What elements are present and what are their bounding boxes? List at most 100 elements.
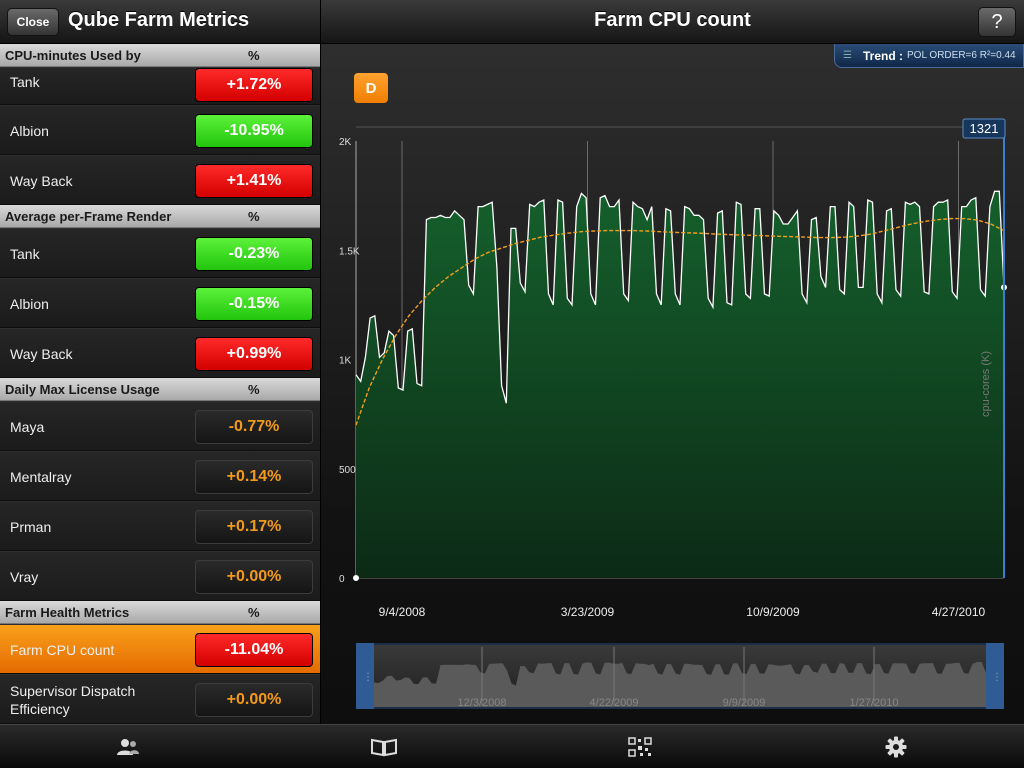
metric-change-badge: -10.95%: [195, 114, 313, 148]
navigator-tick-label: 4/22/2009: [590, 697, 639, 709]
section-title: Average per-Frame Render: [5, 209, 172, 224]
metric-label: Supervisor Dispatch Efficiency: [10, 683, 136, 717]
section-title: Farm Health Metrics: [5, 605, 130, 620]
metric-row-maya[interactable]: Maya -0.77%: [0, 401, 320, 451]
section-farm-health: Farm Health Metrics % Farm CPU count -11…: [0, 601, 320, 724]
metric-row-prman[interactable]: Prman +0.17%: [0, 501, 320, 551]
cursor-value-text: 1321: [970, 121, 999, 136]
metric-label: Farm CPU count: [10, 642, 115, 658]
chart-panel: ☰ Trend : POL ORDER=6 R²=0.44 0 500 1K 1.5K…: [321, 44, 1024, 724]
metric-label: Prman: [10, 519, 52, 535]
section-title: Daily Max License Usage: [5, 382, 160, 397]
section-header: Average per-Frame Render %: [0, 205, 320, 228]
x-tick-label: 3/23/2009: [561, 605, 615, 619]
bottom-tab-bar: [0, 724, 1024, 768]
metric-change-badge: -0.15%: [195, 287, 313, 321]
handle-grip-icon: ⋮: [363, 672, 373, 683]
metric-change-badge: -0.77%: [195, 410, 313, 444]
metric-change-badge: +0.00%: [195, 683, 313, 717]
metric-change-badge: -11.04%: [195, 633, 313, 667]
y-axis-ticks: 0 500 1K 1.5K 2K: [339, 137, 360, 585]
section-header: CPU-minutes Used by %: [0, 44, 320, 67]
tab-settings[interactable]: [866, 725, 926, 768]
x-tick-label: 4/27/2010: [932, 605, 986, 619]
section-title: CPU-minutes Used by: [5, 48, 141, 63]
chart-header: Farm CPU count ?: [321, 0, 1024, 44]
section-pct-label: %: [248, 605, 260, 620]
tab-users[interactable]: [98, 725, 158, 768]
metric-change-badge: -0.23%: [195, 237, 313, 271]
section-pct-label: %: [248, 382, 260, 397]
y-tick-label: 500: [339, 465, 356, 476]
metric-label: Vray: [10, 569, 39, 585]
x-axis-ticks: 9/4/2008 3/23/2009 10/9/2009 4/27/2010: [379, 605, 986, 619]
x-tick-label: 9/4/2008: [379, 605, 426, 619]
section-pct-label: %: [248, 209, 260, 224]
metric-change-badge: +0.17%: [195, 510, 313, 544]
metric-label: Mentalray: [10, 469, 72, 485]
navigator-tick-label: 1/27/2010: [850, 697, 899, 709]
y-axis-label: cpu-cores (K): [980, 351, 992, 417]
metric-change-badge: +1.41%: [195, 164, 313, 198]
cpu-count-chart[interactable]: 0 500 1K 1.5K 2K 9/4/2008 3/23/2009 10/9/2009 4…: [321, 44, 1024, 724]
metric-change-badge: +0.00%: [195, 560, 313, 594]
trend-tab[interactable]: ☰ Trend : POL ORDER=6 R²=0.44: [834, 44, 1024, 68]
metric-row-wayback-render[interactable]: Way Back +0.99%: [0, 328, 320, 378]
metric-row-albion-cpu[interactable]: Albion -10.95%: [0, 105, 320, 155]
metrics-list: CPU-minutes Used by % Tank +1.72% Albion…: [0, 44, 320, 724]
y-tick-label: 2K: [339, 137, 352, 148]
metric-row-wayback-cpu[interactable]: Way Back +1.41%: [0, 155, 320, 205]
tab-docs[interactable]: [354, 725, 414, 768]
metric-label: Way Back: [10, 346, 73, 362]
panel-divider: [320, 0, 321, 724]
metric-row-vray[interactable]: Vray +0.00%: [0, 551, 320, 601]
metric-label: Maya: [10, 419, 45, 435]
navigator-area: [374, 662, 986, 707]
cursor-value-label: 1321: [962, 118, 1006, 139]
start-point: [353, 575, 359, 581]
metric-change-badge: +0.99%: [195, 337, 313, 371]
metric-label: Albion: [10, 296, 49, 312]
y-tick-label: 1K: [339, 356, 352, 367]
chart-title: Farm CPU count: [594, 9, 751, 31]
section-pct-label: %: [248, 48, 260, 63]
period-day-button[interactable]: D: [354, 73, 388, 103]
metric-label: Tank: [10, 74, 40, 90]
navigator-right-handle: [986, 643, 1004, 709]
gear-icon: [885, 736, 907, 758]
section-header: Daily Max License Usage %: [0, 378, 320, 401]
trend-detail: POL ORDER=6 R²=0.44: [907, 50, 1016, 61]
section-header: Farm Health Metrics %: [0, 601, 320, 624]
sidebar-header: Close Qube Farm Metrics: [0, 0, 320, 44]
section-avg-frame-render: Average per-Frame Render % Tank -0.23% A…: [0, 205, 320, 378]
y-tick-label: 1.5K: [339, 246, 360, 257]
metric-change-badge: +0.14%: [195, 460, 313, 494]
help-button[interactable]: ?: [978, 7, 1016, 37]
metric-row-supervisor-dispatch[interactable]: Supervisor Dispatch Efficiency +0.00%: [0, 674, 320, 724]
x-tick-label: 10/9/2009: [746, 605, 800, 619]
tab-qr[interactable]: [610, 725, 670, 768]
trend-label: Trend :: [863, 48, 904, 63]
y-tick-label: 0: [339, 574, 345, 585]
metric-row-mentalray[interactable]: Mentalray +0.14%: [0, 451, 320, 501]
metric-row-albion-render[interactable]: Albion -0.15%: [0, 278, 320, 328]
menu-lines-icon: ☰: [843, 50, 852, 61]
navigator-tick-label: 12/3/2008: [458, 697, 507, 709]
close-button[interactable]: Close: [7, 8, 59, 36]
metric-row-tank-cpu[interactable]: Tank +1.72%: [0, 67, 320, 105]
metric-label: Albion: [10, 123, 49, 139]
users-icon: [117, 739, 139, 755]
handle-grip-icon: ⋮: [992, 672, 1002, 683]
metric-label: Tank: [10, 246, 40, 262]
timeline-navigator: ⋮ ⋮ 12/3/2008 4/22/2009 9/9/2009 1/27/2010: [356, 643, 1004, 709]
app-title: Qube Farm Metrics: [68, 9, 250, 31]
cpu-count-line: [355, 190, 1005, 404]
section-license-usage: Daily Max License Usage % Maya -0.77% Me…: [0, 378, 320, 601]
chart-area-layer: [353, 190, 1007, 581]
navigator-left-handle: [356, 643, 374, 709]
navigator-tick-label: 9/9/2009: [723, 697, 766, 709]
book-icon: [371, 738, 397, 757]
metric-row-tank-render[interactable]: Tank -0.23%: [0, 228, 320, 278]
metric-row-farm-cpu-count[interactable]: Farm CPU count -11.04%: [0, 624, 320, 674]
metric-change-badge: +1.72%: [195, 68, 313, 102]
